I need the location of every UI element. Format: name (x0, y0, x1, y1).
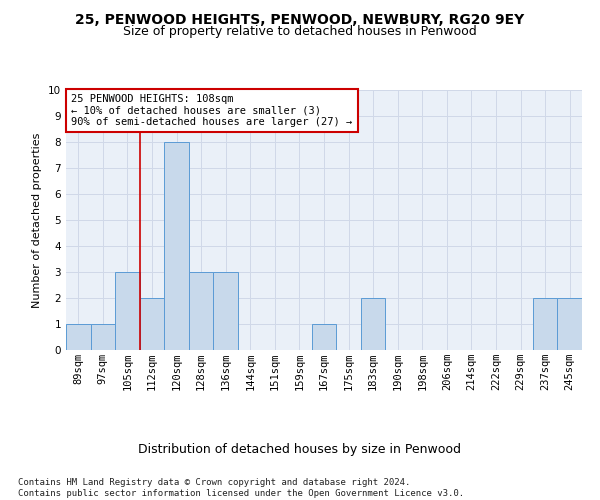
Bar (91, 324, 115, 350)
Text: 25, PENWOOD HEIGHTS, PENWOOD, NEWBURY, RG20 9EY: 25, PENWOOD HEIGHTS, PENWOOD, NEWBURY, R… (76, 12, 524, 26)
Bar (66, 324, 91, 350)
Bar (115, 272, 140, 350)
Bar (557, 298, 582, 350)
Bar (312, 324, 336, 350)
Bar (140, 298, 164, 350)
Bar (189, 272, 214, 350)
Y-axis label: Number of detached properties: Number of detached properties (32, 132, 43, 308)
Text: Distribution of detached houses by size in Penwood: Distribution of detached houses by size … (139, 442, 461, 456)
Bar (164, 142, 189, 350)
Text: 25 PENWOOD HEIGHTS: 108sqm
← 10% of detached houses are smaller (3)
90% of semi-: 25 PENWOOD HEIGHTS: 108sqm ← 10% of deta… (71, 94, 352, 127)
Bar (214, 272, 238, 350)
Text: Size of property relative to detached houses in Penwood: Size of property relative to detached ho… (123, 25, 477, 38)
Text: Contains HM Land Registry data © Crown copyright and database right 2024.
Contai: Contains HM Land Registry data © Crown c… (18, 478, 464, 498)
Bar (361, 298, 385, 350)
Bar (533, 298, 557, 350)
